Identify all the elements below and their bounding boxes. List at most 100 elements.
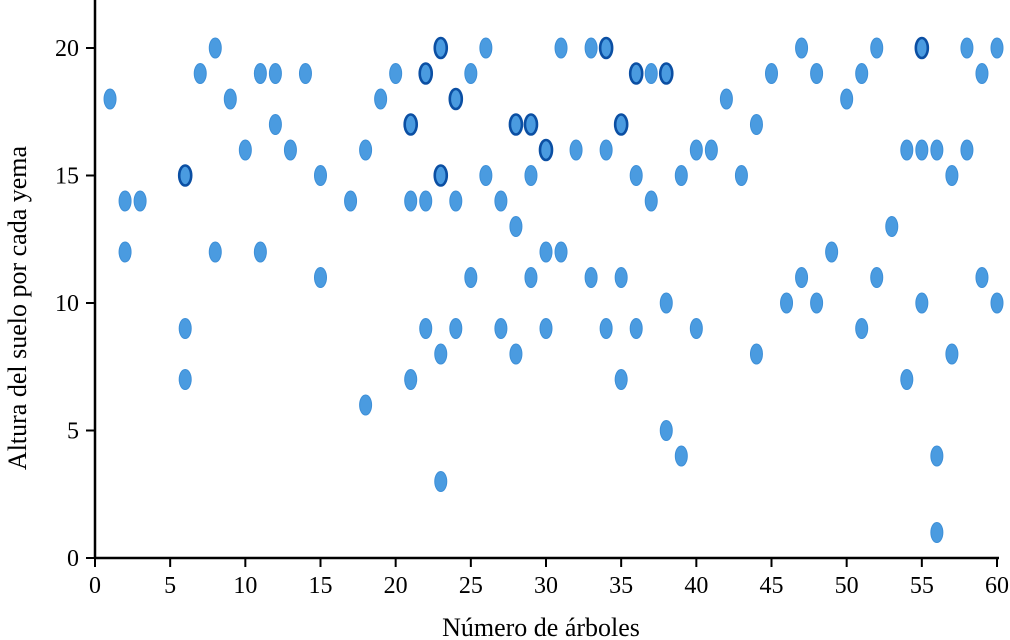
data-point — [314, 165, 327, 186]
data-point — [810, 292, 824, 314]
x-tick-label: 20 — [384, 573, 408, 599]
data-point — [614, 267, 628, 288]
x-tick-label: 45 — [760, 573, 784, 599]
data-point — [268, 63, 282, 84]
data-point — [494, 190, 508, 212]
data-point — [449, 190, 463, 212]
x-tick-label: 15 — [309, 573, 333, 599]
data-point — [870, 37, 884, 59]
data-point — [509, 216, 523, 237]
data-point — [419, 318, 433, 339]
data-point — [178, 369, 192, 390]
data-point — [569, 139, 583, 161]
data-point — [177, 164, 193, 187]
data-point — [584, 37, 598, 59]
data-point — [554, 241, 568, 263]
data-point — [524, 267, 538, 288]
x-tick-label: 5 — [164, 573, 176, 599]
data-point — [193, 63, 207, 84]
x-tick-label: 10 — [233, 573, 257, 599]
data-point — [674, 445, 688, 467]
data-point — [464, 267, 478, 288]
data-point — [449, 318, 463, 339]
data-point — [659, 420, 673, 441]
data-point — [464, 63, 478, 84]
data-point — [479, 165, 493, 186]
data-point — [644, 190, 658, 212]
data-point — [208, 241, 222, 263]
data-point — [990, 37, 1004, 59]
data-point — [613, 113, 629, 136]
data-point — [795, 267, 809, 288]
data-point — [674, 165, 688, 186]
data-point — [960, 139, 974, 161]
data-point — [734, 165, 748, 186]
data-point — [885, 216, 899, 237]
data-point — [629, 165, 643, 186]
data-point — [178, 318, 192, 339]
data-point — [448, 87, 464, 111]
data-point — [554, 37, 568, 59]
data-point — [900, 139, 914, 161]
data-point — [598, 36, 614, 60]
y-tick-label: 20 — [55, 36, 79, 62]
x-tick-label: 50 — [835, 573, 859, 599]
data-point — [975, 267, 989, 288]
data-point — [524, 165, 538, 186]
data-point — [584, 267, 598, 288]
data-point — [795, 37, 809, 59]
data-point — [945, 165, 959, 186]
data-point — [118, 241, 132, 263]
data-point — [659, 292, 673, 314]
x-tick-label: 60 — [985, 573, 1009, 599]
data-point — [359, 139, 373, 161]
points-layer — [103, 36, 1004, 543]
data-point — [629, 318, 643, 339]
y-tick-label: 10 — [55, 291, 79, 317]
data-point — [208, 37, 222, 59]
axes — [93, 0, 999, 560]
y-tick-label: 5 — [67, 419, 79, 445]
data-point — [765, 63, 778, 84]
data-point — [930, 522, 944, 543]
data-point — [283, 139, 297, 161]
y-axis-title: Altura del suelo por cada yema — [3, 145, 32, 470]
data-point — [930, 445, 944, 467]
data-point — [314, 267, 327, 288]
data-point — [418, 62, 434, 85]
data-point — [479, 37, 493, 59]
data-point — [628, 62, 644, 85]
data-point — [403, 113, 419, 136]
y-tick-label: 0 — [67, 546, 79, 572]
data-point — [960, 37, 974, 59]
data-point — [118, 190, 132, 212]
data-point — [945, 343, 959, 365]
data-point — [374, 88, 388, 110]
data-point — [433, 164, 449, 187]
data-point — [434, 471, 448, 492]
data-point — [930, 139, 944, 161]
data-point — [509, 343, 523, 365]
data-point — [433, 36, 449, 60]
data-point — [719, 88, 733, 110]
x-tick-label: 40 — [684, 573, 708, 599]
y-tick-label: 15 — [55, 164, 79, 190]
data-point — [539, 241, 553, 263]
data-point — [434, 343, 448, 365]
data-point — [599, 139, 613, 161]
x-tick-label: 35 — [609, 573, 633, 599]
data-point — [253, 241, 267, 263]
data-point — [253, 63, 267, 84]
x-tick-label: 55 — [910, 573, 934, 599]
data-point — [749, 343, 763, 365]
data-point — [780, 292, 794, 314]
data-point — [689, 139, 703, 161]
data-point — [855, 318, 869, 339]
data-point — [914, 36, 930, 60]
data-point — [539, 318, 553, 339]
data-point — [508, 113, 524, 136]
data-point — [704, 139, 718, 161]
x-tick-label: 30 — [534, 573, 558, 599]
data-point — [810, 63, 824, 84]
data-point — [223, 88, 237, 110]
